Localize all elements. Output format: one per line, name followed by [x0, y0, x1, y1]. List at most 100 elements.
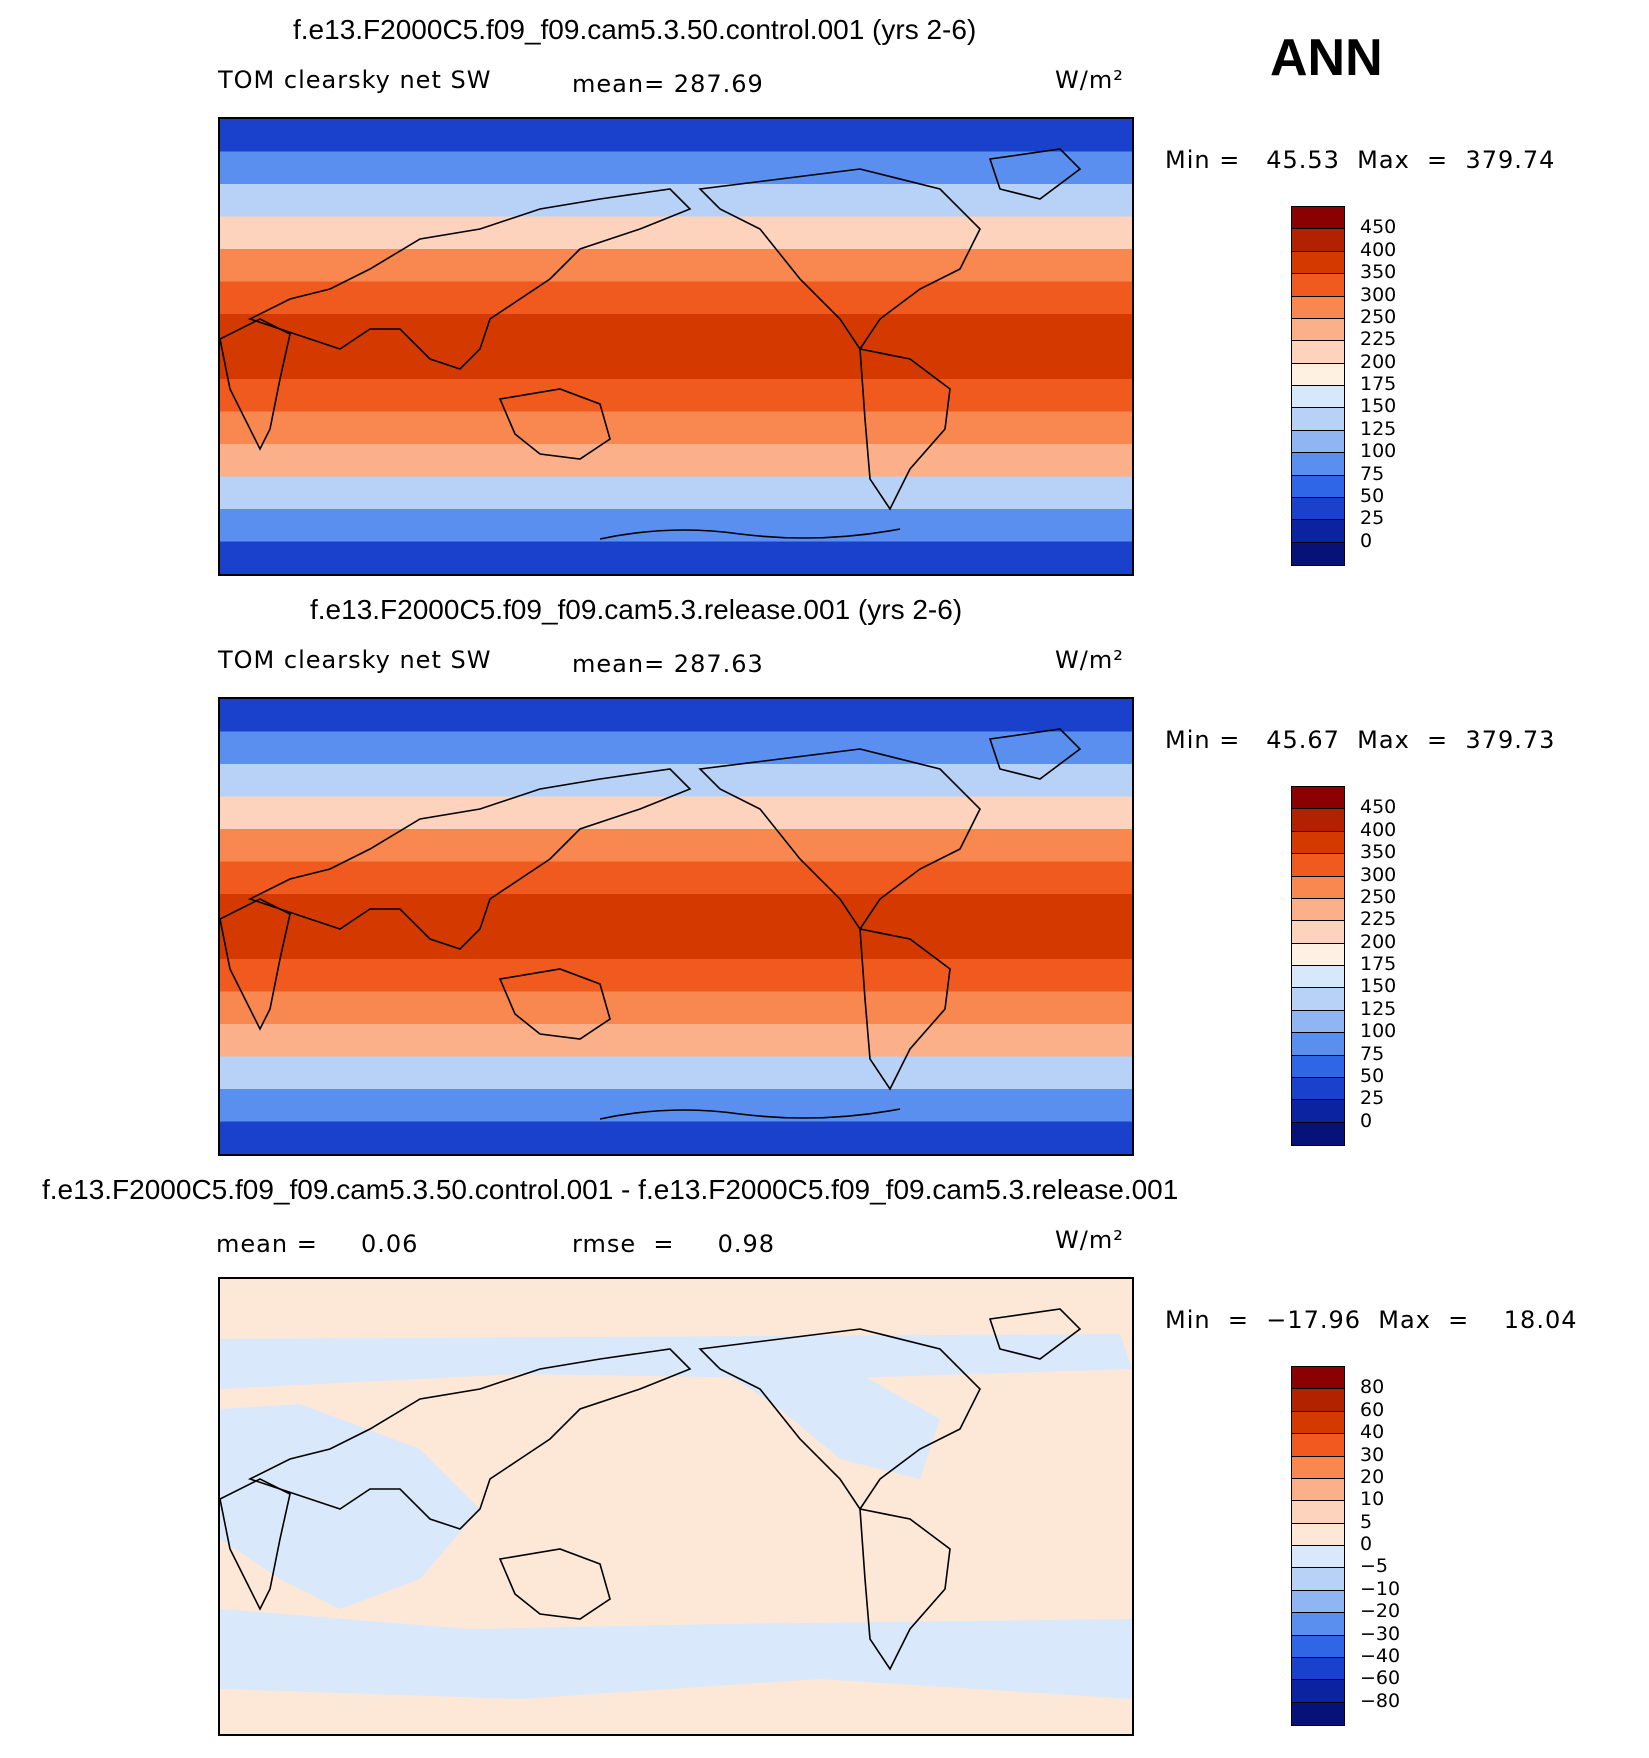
panel-3-units: W/m² — [1055, 1226, 1124, 1254]
colorbar-tick-label: 30 — [1360, 1443, 1385, 1466]
colorbar-swatch — [1292, 497, 1344, 521]
colorbar-tick-label: 100 — [1360, 440, 1397, 463]
panel-1-map — [218, 117, 1134, 576]
colorbar-tick-label: 75 — [1360, 462, 1385, 485]
colorbar-swatch — [1292, 809, 1344, 832]
colorbar-swatch — [1292, 1635, 1344, 1658]
coastline — [498, 1548, 611, 1620]
panel-1-title: f.e13.F2000C5.f09_f09.cam5.3.50.control.… — [293, 14, 977, 45]
colorbar-tick-label: 0 — [1360, 1533, 1373, 1555]
colorbar-tick-label: 5 — [1360, 1510, 1373, 1533]
coastline — [247, 1348, 692, 1530]
colorbar-swatch — [1292, 1367, 1344, 1390]
colorbar-tick-label: 10 — [1360, 1488, 1385, 1511]
colorbar-tick-label: 0 — [1360, 1109, 1373, 1132]
field-band — [220, 861, 1132, 895]
colorbar-swatch — [1292, 229, 1344, 252]
colorbar-tick-label: −40 — [1360, 1644, 1401, 1667]
colorbar-tick-label: 50 — [1360, 1064, 1385, 1087]
field-band — [220, 444, 1132, 478]
panel-2-map — [218, 697, 1134, 1156]
colorbar-swatch — [1292, 943, 1344, 966]
season-label: ANN — [1270, 29, 1383, 87]
colorbar-swatch — [1292, 854, 1344, 877]
colorbar-tick-label: 125 — [1360, 417, 1397, 440]
coastline — [247, 768, 692, 950]
coastline — [988, 148, 1082, 200]
panel-1-colorbar — [1291, 206, 1345, 566]
coastline — [498, 388, 611, 460]
colorbar-swatch — [1292, 1702, 1344, 1725]
coastline — [698, 168, 981, 351]
colorbar-swatch — [1292, 341, 1344, 364]
colorbar-tick-label: 50 — [1360, 484, 1385, 507]
panel-1-minmax: Min = 45.53 Max = 379.74 — [1165, 146, 1556, 174]
colorbar-swatch — [1292, 1010, 1344, 1034]
field-band — [220, 346, 1132, 380]
colorbar-tick-label: 175 — [1360, 373, 1397, 395]
field-band — [220, 184, 1132, 218]
colorbar-swatch — [1292, 898, 1344, 922]
coastline — [247, 188, 692, 370]
coastline — [498, 968, 611, 1040]
colorbar-tick-label: 225 — [1360, 908, 1397, 931]
panel-3-title: f.e13.F2000C5.f09_f09.cam5.3.50.control.… — [42, 1174, 1179, 1205]
coastline — [220, 318, 291, 451]
colorbar-swatch — [1292, 1501, 1344, 1524]
colorbar-tick-label: 300 — [1360, 863, 1397, 886]
field-band — [220, 541, 1132, 574]
panel-3-rmse: rmse = 0.98 — [572, 1230, 776, 1258]
coastline — [698, 1328, 981, 1511]
panel-2-map-field — [220, 699, 1132, 1154]
colorbar-swatch — [1292, 318, 1344, 342]
field-band — [220, 509, 1132, 543]
colorbar-tick-label: 150 — [1360, 395, 1397, 418]
colorbar-swatch — [1292, 1680, 1344, 1703]
colorbar-swatch — [1292, 787, 1344, 810]
field-band — [220, 476, 1132, 510]
colorbar-swatch — [1292, 1657, 1344, 1681]
panel-3-minmax: Min = −17.96 Max = 18.04 — [1165, 1306, 1578, 1334]
field-band — [220, 379, 1132, 413]
colorbar-swatch — [1292, 430, 1344, 454]
colorbar-swatch — [1292, 408, 1344, 431]
colorbar-tick-label: −5 — [1360, 1555, 1389, 1578]
field-band — [220, 249, 1132, 283]
coastline — [220, 1478, 291, 1611]
colorbar-swatch — [1292, 520, 1344, 543]
coastline — [988, 728, 1082, 780]
colorbar-swatch — [1292, 1568, 1344, 1591]
colorbar-tick-label: 200 — [1360, 930, 1397, 953]
panel-2-title: f.e13.F2000C5.f09_f09.cam5.3.release.001… — [310, 594, 963, 625]
colorbar-tick-label: 175 — [1360, 953, 1397, 975]
coastline — [859, 1508, 951, 1671]
colorbar-swatch — [1292, 1546, 1344, 1569]
colorbar-swatch — [1292, 1590, 1344, 1614]
colorbar-tick-label: 25 — [1360, 507, 1385, 530]
colorbar-swatch — [1292, 363, 1344, 386]
panel-3-mean: mean = 0.06 — [216, 1230, 419, 1258]
field-band — [220, 411, 1132, 445]
colorbar-tick-label: 250 — [1360, 885, 1397, 908]
coastline — [698, 748, 981, 931]
colorbar-swatch — [1292, 1456, 1344, 1479]
colorbar-tick-label: 350 — [1360, 841, 1397, 864]
panel-3-colorbar — [1291, 1366, 1345, 1726]
colorbar-swatch — [1292, 475, 1344, 498]
colorbar-tick-label: 0 — [1360, 529, 1373, 552]
colorbar-tick-label: 200 — [1360, 350, 1397, 373]
colorbar-swatch — [1292, 966, 1344, 989]
field-band — [220, 119, 1132, 153]
panel-1-units: W/m² — [1055, 66, 1124, 94]
colorbar-swatch — [1292, 207, 1344, 230]
antarctica-coastline — [599, 528, 901, 540]
colorbar-tick-label: 350 — [1360, 261, 1397, 284]
colorbar-swatch — [1292, 1478, 1344, 1502]
colorbar-swatch — [1292, 831, 1344, 855]
panel-1-map-field — [220, 119, 1132, 574]
field-band — [220, 926, 1132, 960]
diff-negative-region — [720, 1369, 940, 1479]
colorbar-swatch — [1292, 1523, 1344, 1546]
colorbar-swatch — [1292, 386, 1344, 409]
antarctica-coastline — [599, 1108, 901, 1120]
